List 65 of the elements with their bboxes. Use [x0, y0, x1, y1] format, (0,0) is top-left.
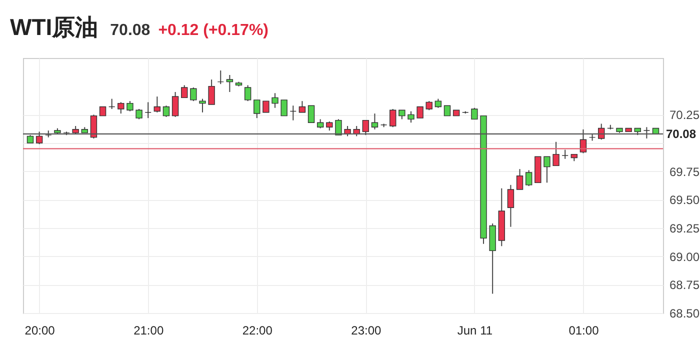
- candlestick: [118, 102, 124, 114]
- candlestick: [371, 113, 378, 130]
- candlestick: [36, 131, 43, 145]
- y-tick-label: 69.75: [670, 164, 700, 179]
- text: +0.12 (+0.17%): [158, 22, 268, 39]
- candlestick: [226, 74, 234, 92]
- candlestick: [544, 156, 550, 184]
- candlestick: [126, 100, 134, 112]
- ref-line-label: 70.08: [666, 126, 696, 141]
- candlestick: [471, 107, 478, 120]
- x-tick-label: 20:00: [24, 324, 56, 338]
- candlestick: [90, 114, 98, 139]
- candlestick: [290, 105, 296, 121]
- candlestick: [172, 92, 179, 118]
- candlestick: [154, 96, 161, 113]
- candlestick: [362, 120, 370, 136]
- candlestick: [516, 168, 524, 190]
- candlestick: [162, 105, 170, 118]
- candlestick: [244, 84, 252, 102]
- candlestick: [398, 110, 406, 120]
- y-tick-label: 69.00: [670, 250, 700, 264]
- chart-title: WTI原油: [10, 14, 98, 40]
- candlestick: [390, 108, 396, 128]
- candlestick: [280, 99, 288, 116]
- candlestick: [426, 100, 432, 111]
- candlestick: [298, 100, 306, 113]
- y-tick-label: 68.75: [670, 278, 700, 292]
- candlestick: [262, 100, 270, 113]
- candlestick: [308, 105, 315, 123]
- candlestick: [408, 110, 414, 124]
- x-tick-label: 21:00: [134, 324, 164, 338]
- candlestick: [326, 120, 333, 132]
- candlestick: [190, 86, 197, 102]
- candlestick: [316, 118, 324, 129]
- candlestick: [208, 79, 215, 105]
- candlestick: [434, 98, 442, 108]
- x-tick-label: 22:00: [242, 324, 273, 338]
- candlestick: [416, 106, 424, 119]
- y-tick-label: 69.25: [670, 222, 700, 236]
- y-tick-label: 69.50: [670, 193, 700, 208]
- candlestick: [144, 102, 152, 119]
- candlestick: [525, 170, 532, 187]
- candlestick: [199, 98, 206, 113]
- y-tick-label: 68.50: [670, 306, 700, 320]
- y-tick-label: 70.25: [670, 108, 700, 122]
- candlestick: [254, 99, 260, 119]
- candlestick: [643, 126, 650, 139]
- candlestick: [444, 105, 451, 116]
- candlestick: [598, 123, 605, 140]
- candlestick: [181, 84, 188, 98]
- candlestick: [99, 106, 106, 116]
- candlestick: [335, 118, 342, 136]
- x-tick-label: 23:00: [351, 324, 382, 338]
- candlestick: [272, 92, 278, 108]
- candlestick: [344, 126, 351, 137]
- text: 70.08: [110, 22, 150, 39]
- candlestick: [108, 98, 116, 110]
- candlestick: [136, 108, 142, 120]
- candlestick: [552, 141, 560, 166]
- x-tick-label: Jun 11: [457, 324, 493, 338]
- candlestick: [562, 149, 568, 160]
- candlestick: [507, 184, 514, 228]
- x-tick-label: 01:00: [568, 324, 600, 338]
- candlestick: [353, 126, 360, 137]
- candlestick: [217, 70, 224, 85]
